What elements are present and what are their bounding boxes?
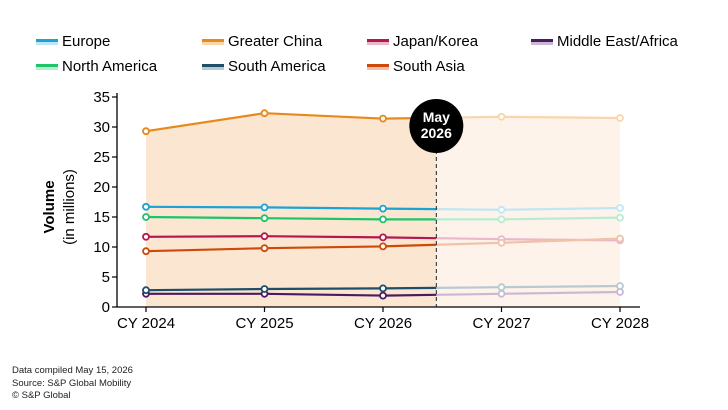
point-south-asia-2 xyxy=(260,244,269,253)
y-tick-label-15: 15 xyxy=(93,209,110,226)
series-points xyxy=(142,109,624,300)
legend-swatch-south-america xyxy=(202,64,224,70)
point-greater-china-4 xyxy=(497,112,506,121)
point-north-america-4 xyxy=(497,215,506,224)
x-tick-label-3: CY 2026 xyxy=(354,315,412,332)
legend-label-europe: Europe xyxy=(62,33,111,50)
line-actual-greater-china xyxy=(145,112,437,133)
cutoff-label-year: 2026 xyxy=(421,125,452,141)
line-forecast-greater-china xyxy=(436,115,621,120)
y-tick-label-30: 30 xyxy=(93,119,110,136)
legend-swatch-europe xyxy=(36,39,58,45)
point-north-america-1 xyxy=(142,213,150,221)
line-actual-south-asia xyxy=(145,243,437,253)
point-japan-korea-1 xyxy=(142,232,150,241)
y-tick-label-10: 10 xyxy=(93,239,110,256)
line-actual-north-america xyxy=(145,215,437,221)
point-japan-korea-2 xyxy=(260,232,269,241)
area-fill-forecast xyxy=(436,116,620,307)
legend-label-greater-china: Greater China xyxy=(228,33,323,50)
legend-item-middle-east-africa: Middle East/Africa xyxy=(531,34,678,50)
legend-label-south-america: South America xyxy=(228,58,326,75)
cutoff-label-month: May xyxy=(423,109,450,125)
point-greater-china-2 xyxy=(260,109,269,118)
point-europe-2 xyxy=(260,203,269,212)
point-south-america-1 xyxy=(142,286,150,295)
line-actual-south-america xyxy=(145,286,437,292)
point-south-asia-1 xyxy=(142,247,150,256)
point-europe-1 xyxy=(142,202,150,211)
legend-swatch-south-asia xyxy=(367,64,389,70)
area-fills xyxy=(146,113,620,307)
legend-item-greater-china: Greater China xyxy=(202,34,322,50)
legend-swatch-north-america xyxy=(36,64,58,70)
y-tick-label-0: 0 xyxy=(102,299,110,316)
point-greater-china-1 xyxy=(142,127,150,136)
x-tick-label-5: CY 2028 xyxy=(591,315,649,332)
point-south-america-3 xyxy=(379,284,387,293)
point-middle-east-africa-3 xyxy=(379,291,387,300)
y-tick-label-35: 35 xyxy=(93,89,110,106)
point-south-asia-4 xyxy=(497,238,506,247)
point-north-america-5 xyxy=(616,213,624,222)
footer-source: Source: S&P Global Mobility xyxy=(12,378,132,389)
y-axis-title: Volume xyxy=(41,180,58,233)
y-tick-label-25: 25 xyxy=(93,149,110,166)
legend-swatch-japan-korea xyxy=(367,39,389,45)
legend-item-europe: Europe xyxy=(36,34,110,50)
legend-label-north-america: North America xyxy=(62,58,158,75)
x-tick-label-4: CY 2027 xyxy=(472,315,530,332)
legend-label-middle-east-africa: Middle East/Africa xyxy=(557,33,678,50)
point-south-america-4 xyxy=(497,283,506,292)
point-greater-china-3 xyxy=(379,114,387,123)
point-south-asia-3 xyxy=(379,242,387,251)
line-actual-middle-east-africa xyxy=(146,292,437,297)
x-tick-label-1: CY 2024 xyxy=(117,315,175,332)
line-actual-europe xyxy=(145,205,437,211)
cutoff-badge xyxy=(409,99,464,153)
area-fill-actual xyxy=(146,113,437,307)
point-south-asia-5 xyxy=(616,234,624,243)
footer-compiled: Data compiled May 15, 2026 xyxy=(12,365,133,376)
y-tick-label-5: 5 xyxy=(102,269,110,286)
legend-label-japan-korea: Japan/Korea xyxy=(393,33,479,50)
x-tick-label-2: CY 2025 xyxy=(235,315,293,332)
point-japan-korea-3 xyxy=(379,233,387,242)
legend-item-japan-korea: Japan/Korea xyxy=(367,34,478,50)
point-europe-3 xyxy=(379,204,387,213)
point-europe-4 xyxy=(497,205,506,214)
y-tick-label-20: 20 xyxy=(93,179,110,196)
legend-item-south-asia: South Asia xyxy=(367,59,465,75)
point-middle-east-africa-4 xyxy=(497,289,506,298)
line-actual-japan-korea xyxy=(145,235,437,240)
legend-label-south-asia: South Asia xyxy=(393,58,465,75)
point-north-america-3 xyxy=(379,215,387,224)
point-greater-china-5 xyxy=(616,114,624,122)
footer-copyright: © S&P Global xyxy=(12,390,71,401)
point-south-america-5 xyxy=(616,282,624,290)
point-north-america-2 xyxy=(260,214,269,223)
legend-swatch-greater-china xyxy=(202,39,224,45)
legend-item-north-america: North America xyxy=(36,59,157,75)
axes: 0 5 10 15 20 25 30 35 CY 2024 CY 2025 CY 2026 CY 20… xyxy=(93,89,649,332)
legend-swatch-middle-east-africa xyxy=(531,39,553,45)
y-axis-subtitle: (in millions) xyxy=(61,169,78,245)
legend-item-south-america: South America xyxy=(202,59,326,75)
point-europe-5 xyxy=(616,204,624,212)
point-south-america-2 xyxy=(260,285,269,293)
